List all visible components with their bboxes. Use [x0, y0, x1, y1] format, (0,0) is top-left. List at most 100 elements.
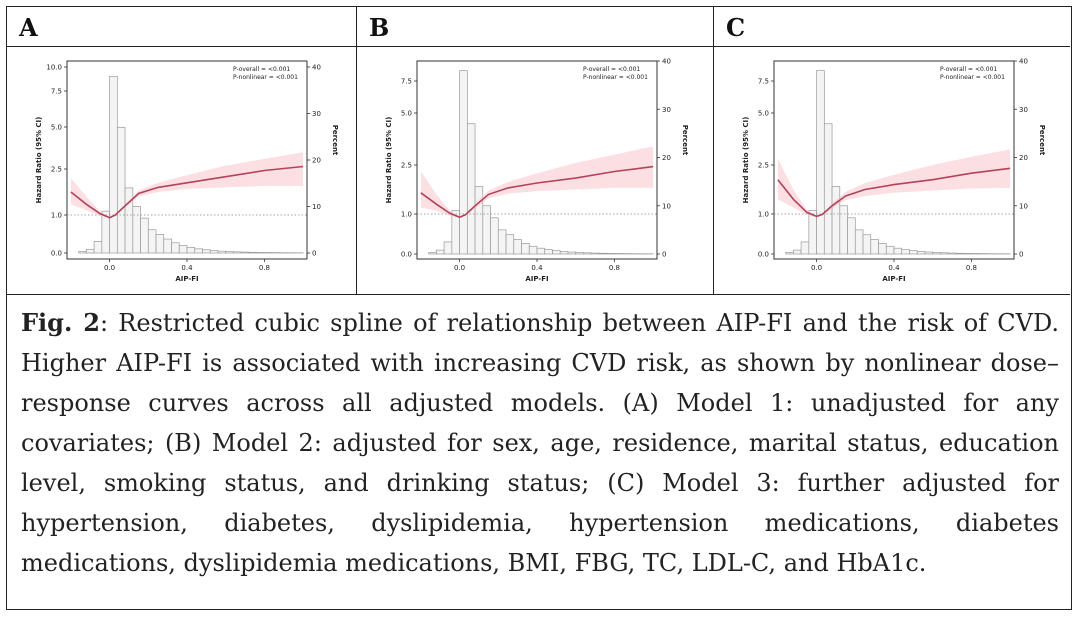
hazard-ratio-curve	[70, 165, 304, 219]
histogram-bar	[916, 251, 926, 255]
histogram-bar	[140, 217, 149, 254]
histogram-bar	[909, 250, 918, 255]
histogram-bar	[590, 252, 600, 255]
histogram-bar	[116, 127, 126, 254]
histogram-bar	[785, 252, 794, 255]
y-tick-label: 2.5	[401, 162, 412, 170]
histogram-bar	[901, 249, 910, 255]
histogram-bar	[428, 252, 437, 255]
histogram-bar	[217, 250, 227, 254]
histogram-bar	[109, 75, 118, 254]
histogram-bar	[940, 252, 949, 255]
x-tick-label: 0.8	[609, 264, 620, 272]
histogram-bar	[147, 229, 157, 254]
y2-tick-label: 30	[1019, 106, 1028, 114]
caption-fig-label: Fig. 2	[21, 308, 100, 337]
y-tick-label: 10.0	[46, 64, 62, 72]
y-tick-label: 2.5	[758, 162, 769, 170]
x-tick-label: 0.0	[811, 264, 822, 272]
histogram-bar	[155, 234, 165, 254]
histogram-bar	[816, 70, 825, 255]
confidence-band	[777, 149, 1011, 217]
histogram-bar	[225, 251, 234, 254]
y-tick-label: 5.0	[51, 124, 62, 132]
histogram-bar	[559, 251, 569, 255]
y2-tick-label: 10	[662, 202, 671, 210]
y-tick-label: 0.0	[401, 251, 412, 259]
histogram-bar	[808, 210, 817, 255]
y-tick-label: 5.0	[401, 110, 412, 118]
histogram-bar	[924, 251, 934, 255]
spline-chart-b: 0.0 1.0 2.5 5.0 7.5 0 10 20 30 40 0.0 0.4 0.8 AIP-FI H…	[385, 58, 689, 284]
p-nonlinear-annotation: P-nonlinear = <0.001	[583, 74, 648, 81]
panel-c-body: 0.0 1.0 2.5 5.0 7.5 0 10 20 30 40 0.0 0.4 0.8 AIP-FI H…	[714, 47, 1070, 294]
histogram-bar	[870, 239, 879, 255]
y-tick-label: 1.0	[758, 211, 769, 219]
histogram-bar	[862, 234, 872, 255]
histogram-bar	[497, 229, 507, 255]
histogram-bar	[132, 206, 141, 254]
histogram-bar	[248, 251, 258, 254]
x-tick-label: 0.8	[966, 264, 977, 272]
spline-chart-a: 0.0 1.0 2.5 5.0 7.5 10.0 0 10 20 30 40 0.0 0.4 0.8 AIP…	[35, 60, 339, 283]
x-tick-label: 0.4	[888, 264, 900, 272]
histogram-bar	[163, 238, 172, 254]
histogram-bar	[598, 252, 608, 255]
y-axis-label: Hazard Ratio (95% CI)	[742, 117, 750, 204]
y2-tick-label: 30	[662, 106, 671, 114]
y2-axis-label: Percent	[1038, 125, 1046, 156]
y2-tick-label: 10	[312, 203, 321, 211]
y-tick-label: 7.5	[401, 78, 412, 86]
histogram-bar	[474, 186, 484, 255]
histogram-bar	[606, 253, 615, 255]
histogram-bar	[86, 248, 95, 254]
histogram-bar	[466, 123, 476, 255]
x-tick-label: 0.8	[259, 264, 270, 272]
y2-tick-label: 0	[1019, 251, 1023, 259]
histogram-bar	[209, 250, 219, 254]
histogram-bar	[443, 241, 453, 255]
histogram-bar	[521, 243, 530, 255]
panel-b-header: B	[357, 7, 714, 47]
y-tick-label: 2.5	[51, 166, 62, 174]
histogram-bar	[513, 239, 522, 255]
histogram-bar	[947, 252, 957, 255]
histogram-bar	[490, 217, 499, 255]
y2-axis-label: Percent	[331, 125, 339, 156]
histogram-bar	[800, 241, 810, 255]
histogram-bar	[885, 245, 895, 255]
panel-c-label: C	[726, 13, 746, 42]
confidence-band	[420, 146, 654, 218]
panel-a-body: 0.0 1.0 2.5 5.0 7.5 10.0 0 10 20 30 40 0.0 0.4 0.8 AIP…	[7, 47, 357, 294]
y-axis-label: Hazard Ratio (95% CI)	[385, 117, 393, 204]
histogram-bar	[878, 243, 887, 255]
histogram-bar	[202, 249, 211, 254]
confidence-band	[70, 152, 304, 218]
histogram-bar	[567, 251, 577, 255]
panel-b-label: B	[369, 13, 390, 42]
x-tick-label: 0.4	[531, 264, 543, 272]
figure-frame: A B C 0.0 1.0 2.5 5.0 7.5 10.0 0 10 20 30 40 0.0 0.4…	[6, 6, 1072, 610]
y-axis-label: Hazard Ratio (95% CI)	[35, 117, 43, 204]
y2-tick-label: 10	[1019, 202, 1028, 210]
y2-tick-label: 30	[312, 110, 321, 118]
y-tick-label: 7.5	[758, 78, 769, 86]
histogram-bar	[544, 249, 553, 255]
histogram-bar	[893, 247, 903, 255]
histogram-bar	[78, 251, 87, 254]
histogram-bar	[528, 245, 538, 255]
p-nonlinear-annotation: P-nonlinear = <0.001	[233, 74, 298, 81]
p-nonlinear-annotation: P-nonlinear = <0.001	[940, 74, 1005, 81]
histogram-bar	[171, 242, 180, 254]
histogram-bar	[552, 250, 561, 255]
y-tick-label: 5.0	[758, 110, 769, 118]
histogram-bar	[575, 252, 584, 255]
p-overall-annotation: P-overall = <0.001	[233, 66, 290, 73]
caption-text: : Restricted cubic spline of relationshi…	[21, 309, 1059, 577]
y2-tick-label: 0	[662, 251, 666, 259]
y2-tick-label: 20	[662, 154, 671, 162]
caption-box: Fig. 2: Restricted cubic spline of relat…	[7, 294, 1070, 609]
histogram-bar	[194, 248, 203, 254]
histogram-bar	[233, 251, 242, 254]
histogram-bar	[93, 241, 103, 254]
